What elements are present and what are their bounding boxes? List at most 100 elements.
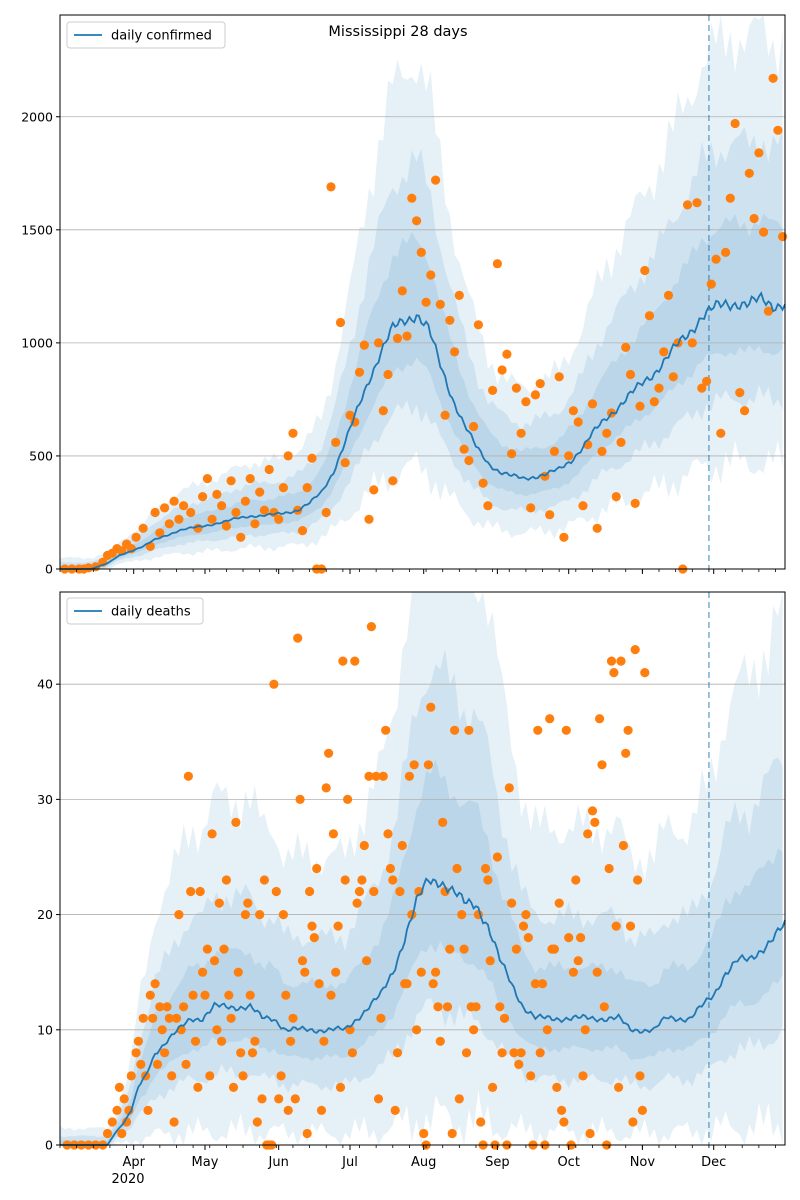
confirmed-point xyxy=(445,315,455,325)
confirmed-point xyxy=(354,367,365,377)
year-label: 2020 xyxy=(111,1172,144,1187)
deaths-point xyxy=(357,875,367,885)
deaths-point xyxy=(523,933,533,943)
deaths-point xyxy=(480,863,491,874)
confirmed-point xyxy=(464,455,474,466)
deaths-point xyxy=(457,910,467,920)
deaths-point xyxy=(271,886,281,897)
confirmed-point xyxy=(659,347,669,357)
deaths-point xyxy=(438,817,448,828)
deaths-point xyxy=(190,1036,201,1046)
deaths-point xyxy=(228,1082,239,1092)
deaths-point xyxy=(373,1094,384,1104)
deaths-point xyxy=(595,714,605,724)
confirmed-point xyxy=(611,492,621,502)
deaths-observed-points xyxy=(62,622,650,1150)
deaths-point xyxy=(625,921,636,931)
confirmed-point xyxy=(545,510,555,520)
deaths-point xyxy=(404,771,414,781)
deaths-point xyxy=(392,1048,403,1058)
deaths-point xyxy=(507,898,517,908)
confirmed-point xyxy=(469,421,479,432)
confirmed-point xyxy=(307,453,317,463)
confirmed-point xyxy=(160,503,170,513)
confirmed-point xyxy=(559,532,569,542)
deaths-point xyxy=(499,1013,510,1023)
deaths-point xyxy=(416,967,426,977)
x-tick-label: Sep xyxy=(485,1155,510,1170)
confirmed-point xyxy=(478,478,488,488)
confirmed-point xyxy=(549,446,560,456)
confirmed-point xyxy=(288,428,298,438)
deaths-point xyxy=(447,1128,457,1139)
deaths-point xyxy=(554,898,564,908)
confirmed-point xyxy=(663,290,674,300)
deaths-point xyxy=(321,783,331,793)
x-tick-label: Jun xyxy=(268,1155,289,1170)
confirmed-point xyxy=(602,428,612,438)
y-tick-label: 10 xyxy=(37,1022,53,1037)
deaths-point xyxy=(224,990,234,1000)
deaths-point xyxy=(350,656,360,666)
deaths-point xyxy=(616,656,626,666)
confirmed-point xyxy=(616,437,626,447)
confirmed-point xyxy=(759,227,769,237)
confirmed-point xyxy=(431,175,441,185)
deaths-point xyxy=(445,944,455,954)
deaths-point xyxy=(359,840,369,851)
confirmed-point xyxy=(692,198,702,208)
deaths-point xyxy=(397,840,407,851)
confirmed-point xyxy=(364,514,374,524)
confirmed-point xyxy=(359,340,369,350)
deaths-point xyxy=(573,956,583,966)
deaths-point xyxy=(250,1036,260,1046)
deaths-point xyxy=(314,979,324,989)
deaths-point xyxy=(461,1048,472,1058)
deaths-point xyxy=(587,806,598,816)
deaths-point xyxy=(366,622,376,632)
deaths-point xyxy=(212,1025,222,1035)
deaths-point xyxy=(345,1025,355,1035)
deaths-point xyxy=(217,1036,227,1046)
deaths-point xyxy=(637,1105,648,1115)
deaths-point xyxy=(497,1048,507,1058)
deaths-point xyxy=(376,1013,386,1023)
deaths-point xyxy=(219,944,229,954)
deaths-point xyxy=(590,817,600,828)
deaths-x-ticks: Apr May Jun Jul Aug Sep Oct Nov Dec xyxy=(59,1145,776,1170)
x-tick-label: Jul xyxy=(341,1155,358,1170)
deaths-point xyxy=(297,956,308,966)
confirmed-band-2 xyxy=(60,213,783,569)
deaths-point xyxy=(557,1105,567,1115)
confirmed-point xyxy=(274,514,284,524)
deaths-point xyxy=(402,979,412,989)
deaths-point xyxy=(609,668,619,678)
deaths-point xyxy=(114,1082,124,1092)
confirmed-point xyxy=(492,259,502,269)
confirmed-point xyxy=(426,270,436,280)
deaths-point xyxy=(145,990,155,1000)
confirmed-point xyxy=(321,507,331,518)
confirmed-point xyxy=(155,528,165,538)
confirmed-point xyxy=(488,385,498,395)
confirmed-point xyxy=(773,125,783,135)
deaths-point xyxy=(155,1002,165,1012)
deaths-point xyxy=(331,967,341,977)
confirmed-point xyxy=(373,338,384,348)
deaths-point xyxy=(471,1002,481,1012)
confirmed-point xyxy=(763,306,774,316)
deaths-point xyxy=(179,1002,189,1012)
confirmed-point xyxy=(421,297,431,307)
deaths-point xyxy=(428,979,438,989)
confirmed-point xyxy=(754,148,764,158)
confirmed-point xyxy=(164,519,174,529)
deaths-point xyxy=(452,863,462,874)
confirmed-point xyxy=(621,342,631,352)
x-tick-label: May xyxy=(192,1155,219,1170)
deaths-point xyxy=(186,886,196,897)
deaths-point xyxy=(599,1002,609,1012)
deaths-point xyxy=(412,1025,422,1035)
deaths-point xyxy=(514,1059,524,1069)
deaths-point xyxy=(169,1117,179,1127)
